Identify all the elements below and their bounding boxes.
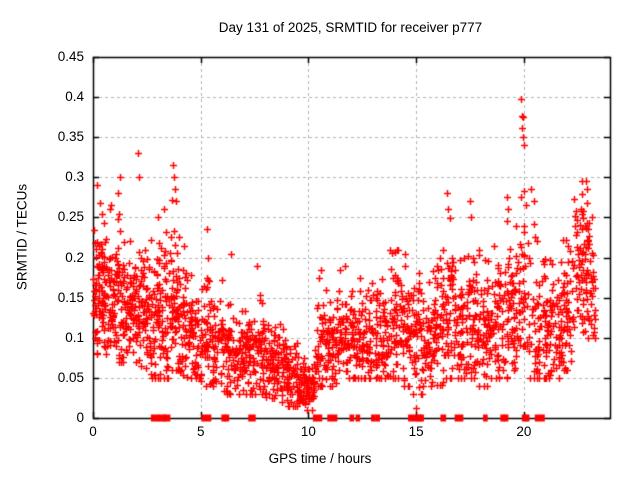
x-axis-label: GPS time / hours xyxy=(268,451,372,466)
y-tick-label: 0.4 xyxy=(65,89,84,105)
y-tick-label: 0.3 xyxy=(65,169,84,185)
x-tick-label: 10 xyxy=(300,424,316,439)
y-tick-label: 0.05 xyxy=(57,369,84,385)
y-tick-label: 0.45 xyxy=(57,49,84,64)
x-tick-label: 0 xyxy=(89,424,97,439)
y-tick-label: 0.2 xyxy=(65,249,84,265)
x-tick-label: 5 xyxy=(196,424,205,439)
y-tick-label: 0 xyxy=(76,410,84,425)
y-tick-label: 0.25 xyxy=(57,209,84,225)
y-tick-label: 0.35 xyxy=(57,129,84,145)
x-tick-label: 15 xyxy=(408,424,424,439)
y-axis-label: SRMTID / TECUs xyxy=(14,183,30,291)
x-tick-label: 20 xyxy=(516,424,532,439)
y-tick-label: 0.15 xyxy=(57,289,84,305)
y-tick-label: 0.1 xyxy=(65,329,84,345)
chart-title: Day 131 of 2025, SRMTID for receiver p77… xyxy=(218,20,483,35)
